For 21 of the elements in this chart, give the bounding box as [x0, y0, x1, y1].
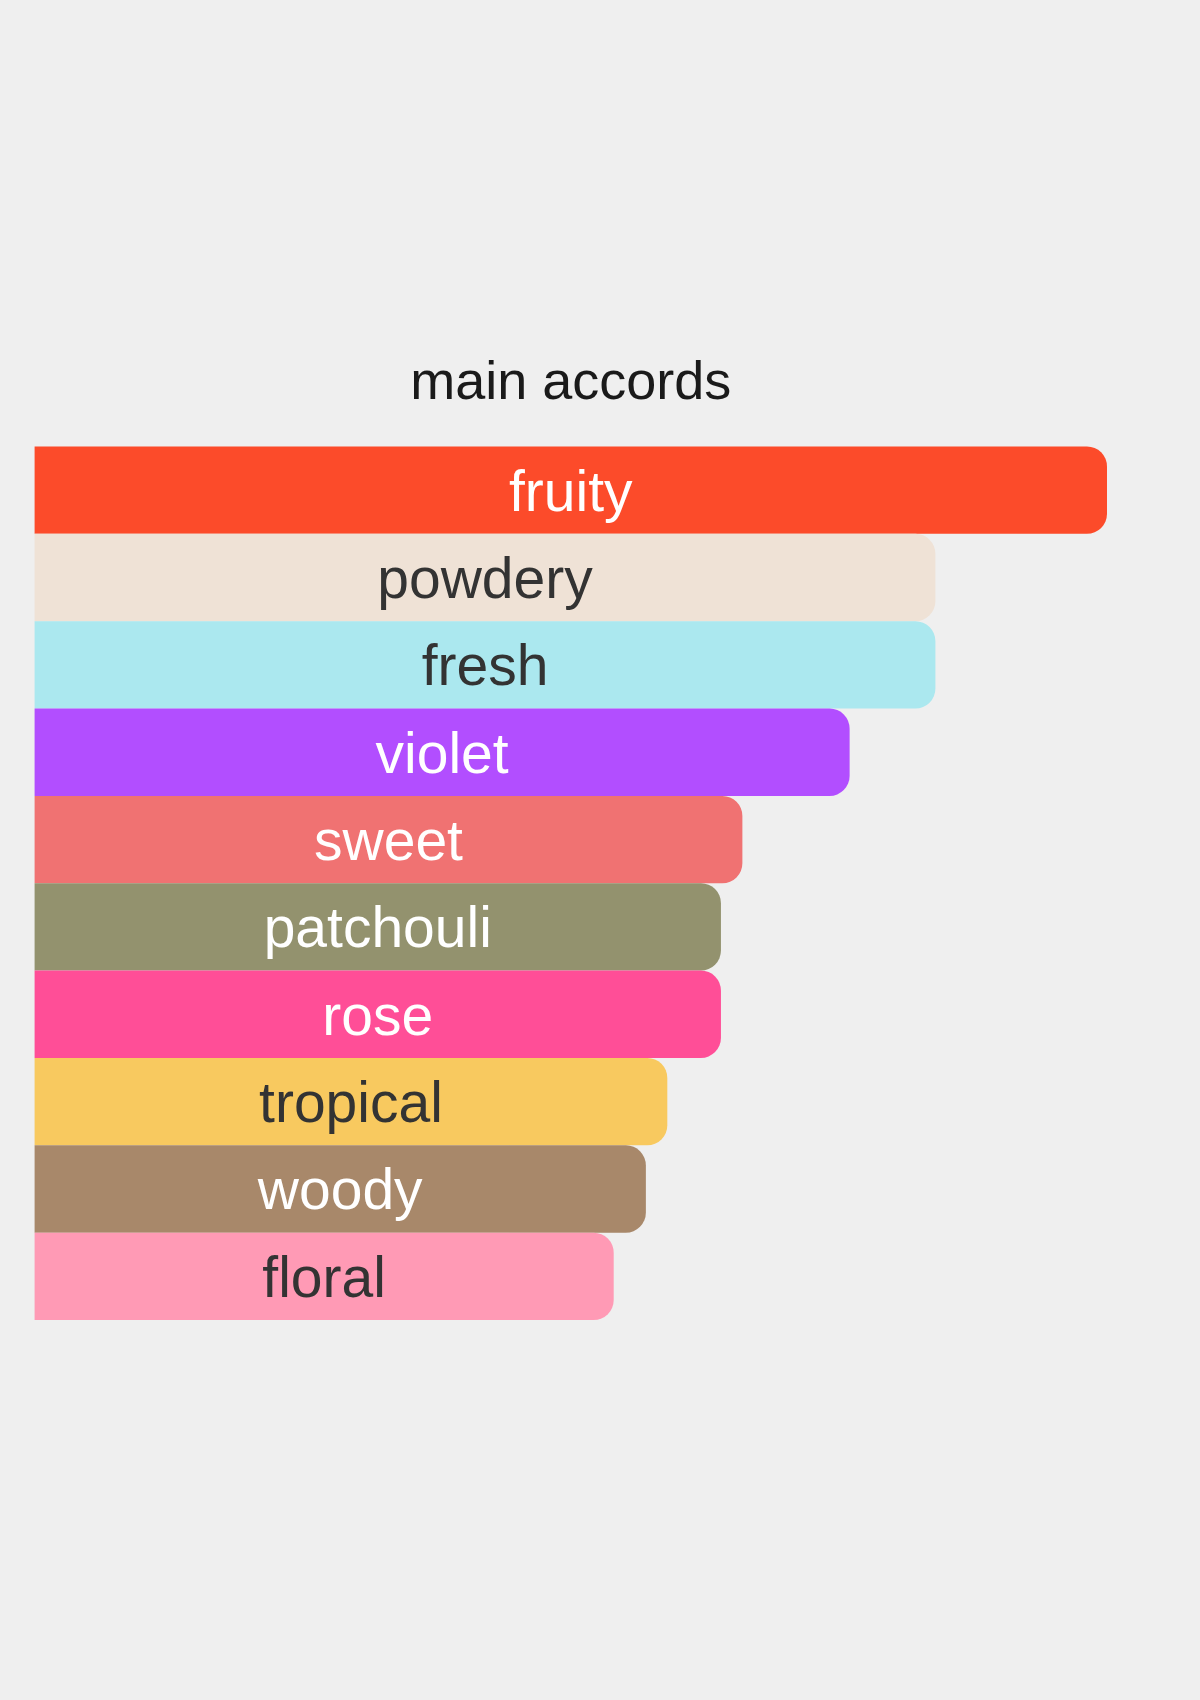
- y-tick-label: woody: [256, 1157, 424, 1222]
- bar: [34, 708, 850, 796]
- bar: [34, 883, 721, 971]
- bar: [34, 446, 1107, 534]
- bar: [34, 533, 936, 622]
- bar: [34, 1057, 668, 1146]
- y-tick-label: fresh: [421, 633, 549, 698]
- y-tick-label: floral: [262, 1244, 386, 1309]
- bar: [34, 970, 721, 1058]
- y-tick-label: fruity: [509, 458, 634, 523]
- bar: [34, 1232, 614, 1320]
- y-tick-label: violet: [375, 720, 509, 785]
- y-tick-label: tropical: [259, 1070, 443, 1135]
- y-tick-label: rose: [322, 982, 434, 1047]
- y-tick-label: sweet: [314, 808, 464, 873]
- chart-title: main accords: [410, 350, 732, 410]
- bar: [34, 1145, 646, 1233]
- bar: [34, 621, 936, 709]
- bar: [34, 795, 743, 884]
- y-tick-label: patchouli: [263, 895, 492, 960]
- y-tick-label: powdery: [377, 546, 594, 611]
